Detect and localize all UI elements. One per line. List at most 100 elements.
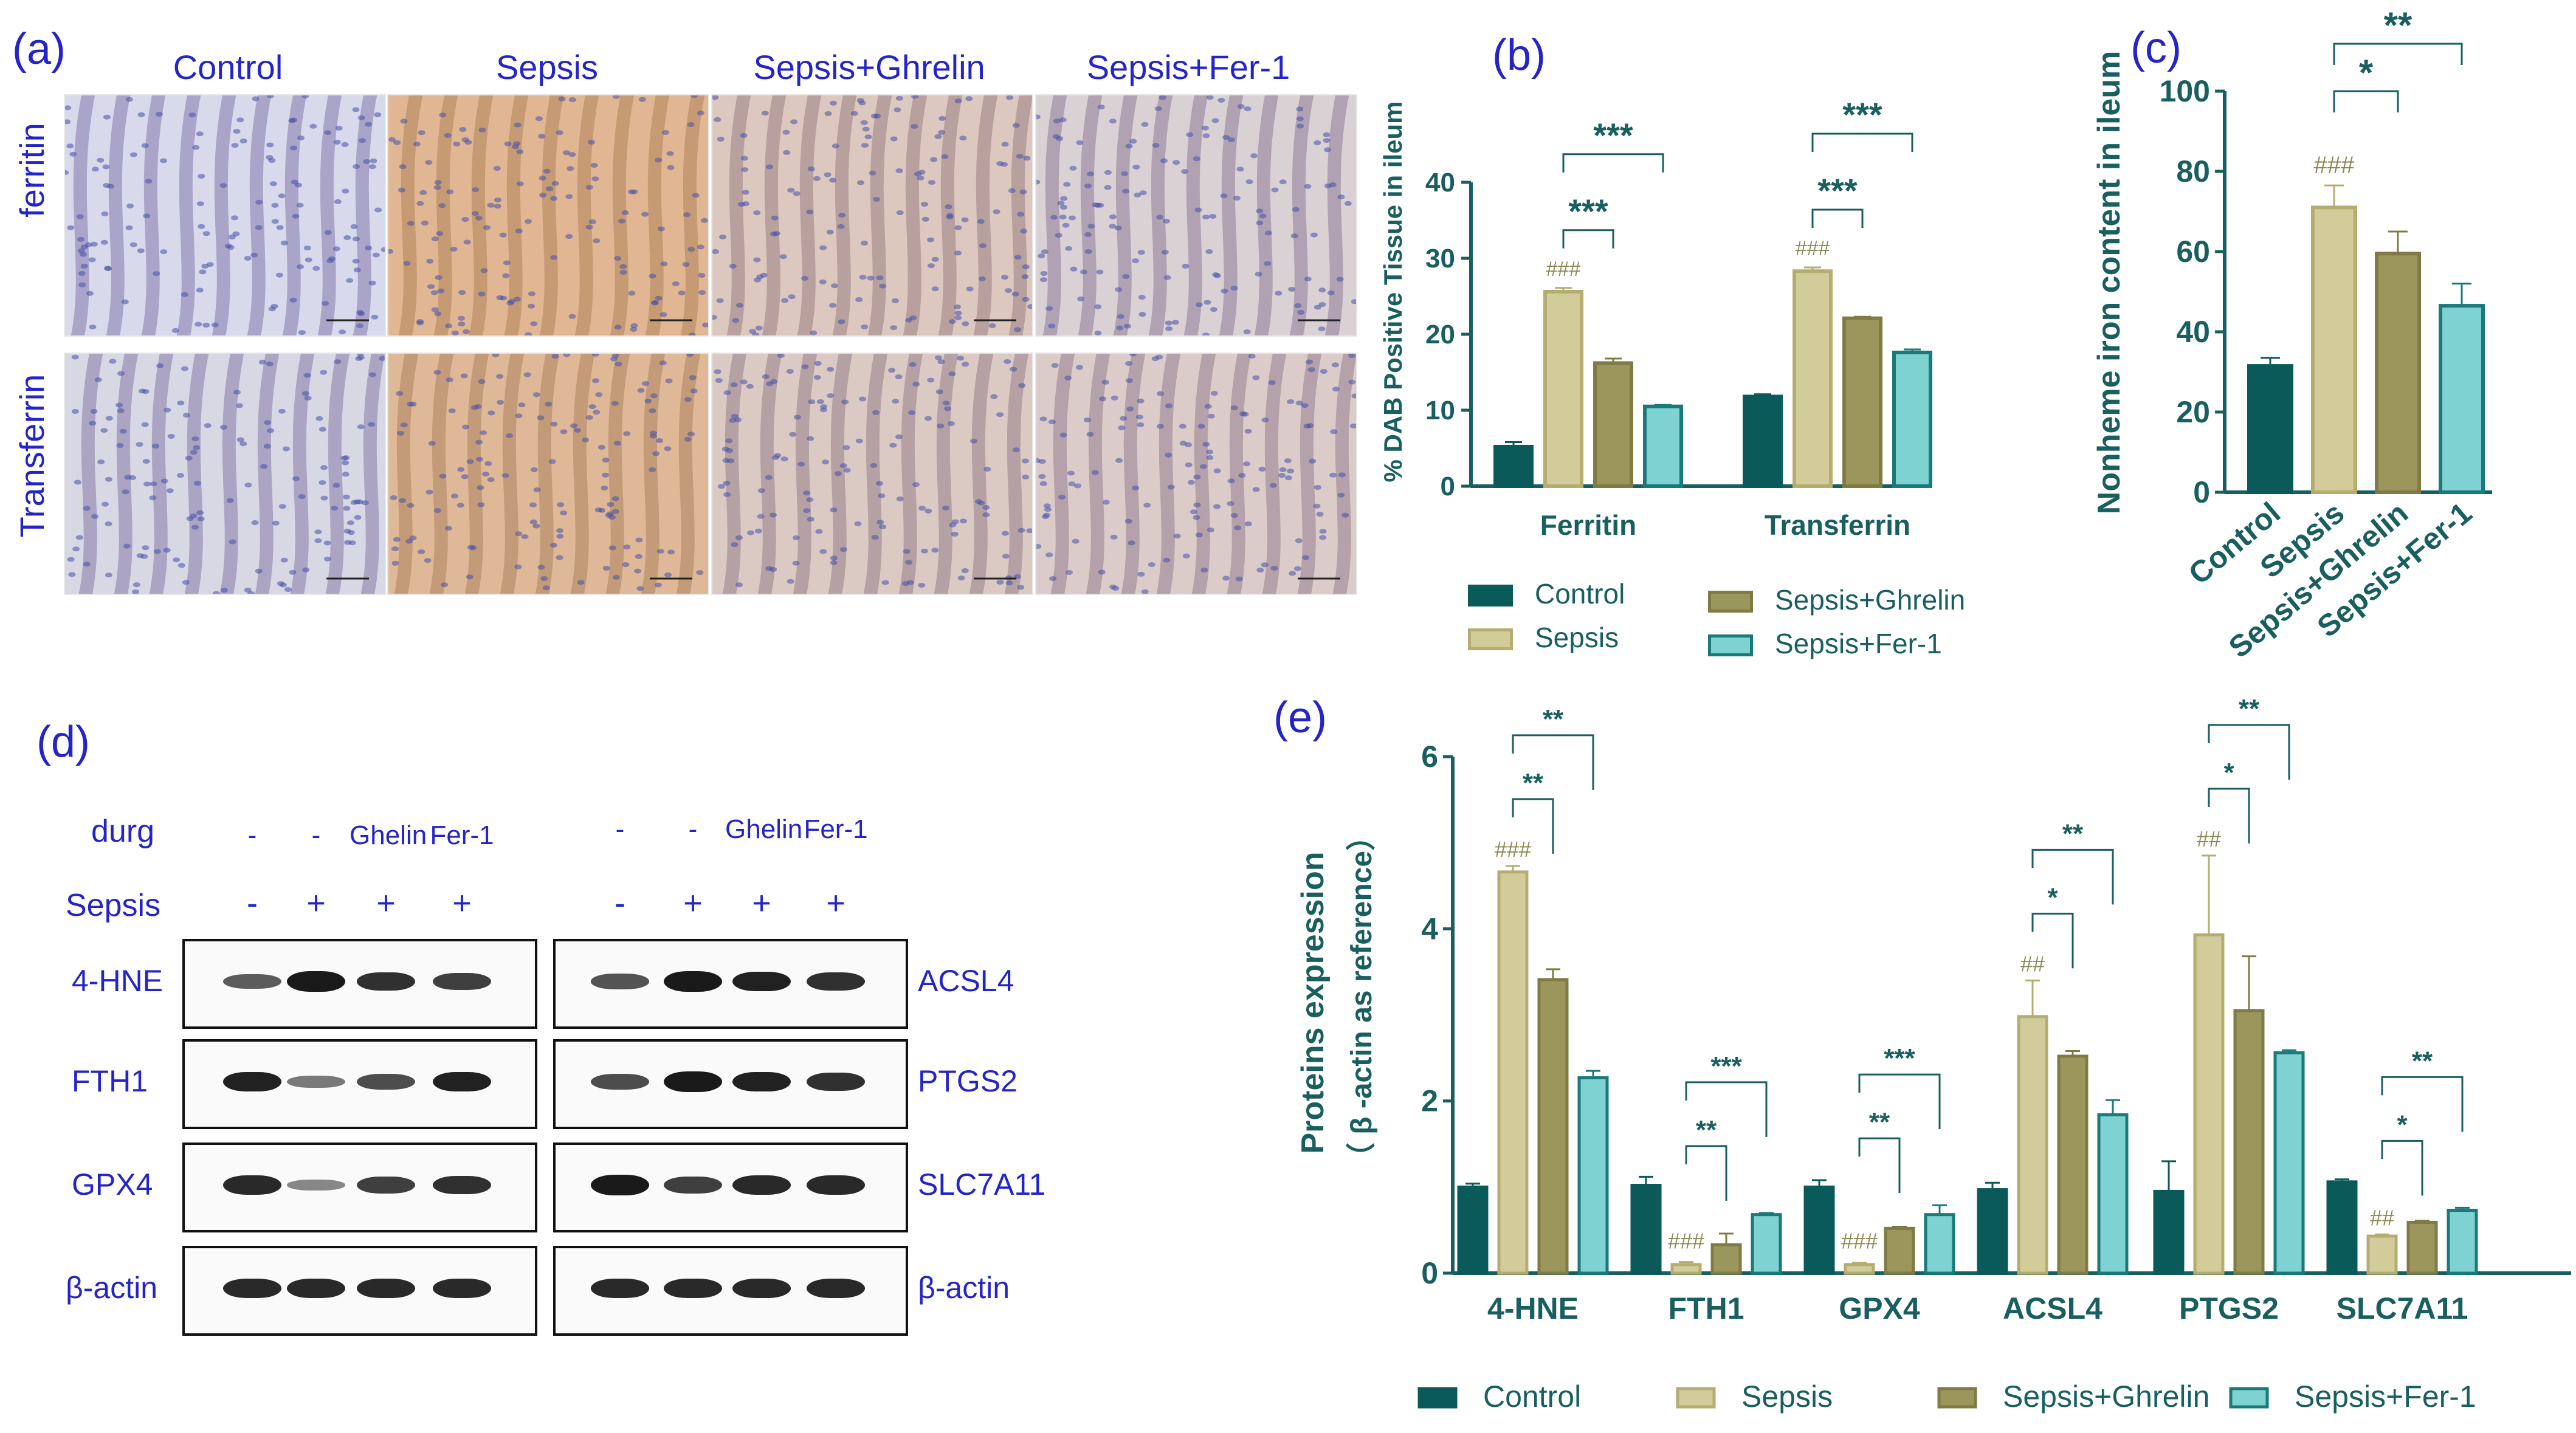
- bar: [1710, 1243, 1742, 1275]
- ihc-nucleus: [416, 320, 424, 326]
- ihc-nucleus: [77, 236, 84, 242]
- ihc-nucleus: [895, 434, 903, 439]
- ihc-nucleus: [927, 237, 934, 242]
- ihc-nucleus: [715, 378, 723, 383]
- ihc-nucleus: [185, 455, 193, 461]
- ihc-nucleus: [946, 215, 954, 220]
- ihc-nucleus: [903, 549, 911, 554]
- ihc-nucleus: [1117, 314, 1124, 319]
- ihc-nucleus: [1036, 114, 1041, 120]
- ihc-nucleus: [1084, 184, 1092, 188]
- ihc-nucleus: [314, 529, 322, 535]
- ihc-nucleus: [911, 124, 918, 129]
- y-tick-label: 4: [1421, 912, 1438, 946]
- ihc-crypt: [938, 95, 963, 335]
- ihc-nucleus: [1264, 261, 1272, 266]
- ihc-nucleus: [634, 568, 642, 574]
- ihc-nucleus: [1039, 277, 1047, 283]
- ihc-nucleus: [236, 437, 244, 442]
- ihc-nucleus: [198, 224, 205, 229]
- ihc-crypt: [1289, 95, 1314, 335]
- ihc-nucleus: [1018, 383, 1026, 388]
- ihc-nucleus: [312, 266, 320, 271]
- ihc-nucleus: [530, 321, 538, 326]
- ihc-nucleus: [732, 318, 740, 323]
- ihc-nucleus: [255, 199, 263, 205]
- ihc-nucleus: [1304, 277, 1312, 282]
- ihc-crypt: [1262, 354, 1287, 594]
- ihc-nucleus: [177, 563, 185, 568]
- ihc-nucleus: [269, 181, 277, 187]
- ihc-nucleus: [480, 430, 487, 436]
- ihc-nucleus: [292, 213, 300, 219]
- ihc-nucleus: [1122, 188, 1130, 194]
- ihc-nucleus: [494, 198, 501, 202]
- ihc-nucleus: [1053, 119, 1061, 124]
- ihc-nucleus: [602, 472, 610, 478]
- legend-label: Sepsis+Ghrelin: [1775, 584, 1966, 616]
- ihc-nucleus: [788, 294, 796, 300]
- protein-band: [287, 1076, 345, 1088]
- ihc-nucleus: [472, 187, 480, 193]
- ihc-nucleus: [368, 422, 376, 427]
- bar: [2375, 252, 2421, 494]
- ihc-nucleus: [356, 323, 364, 329]
- ihc-nucleus: [978, 276, 986, 281]
- ihc-nucleus: [103, 114, 111, 120]
- ihc-nucleus: [819, 549, 827, 554]
- ihc-nucleus: [231, 143, 239, 148]
- ihc-nucleus: [725, 438, 733, 444]
- ihc-nucleus: [857, 180, 864, 185]
- ihc-nucleus: [190, 450, 198, 455]
- ihc-nucleus: [1084, 249, 1092, 254]
- ihc-nucleus: [819, 279, 827, 284]
- ihc-nucleus: [962, 362, 969, 367]
- ihc-nucleus: [1212, 272, 1220, 277]
- legend-label: Sepsis: [1741, 1380, 1833, 1414]
- ihc-nucleus: [749, 329, 756, 334]
- ihc-nucleus: [1068, 481, 1076, 487]
- hash-annotation: ###: [1668, 1229, 1704, 1254]
- ihc-nucleus: [529, 519, 537, 524]
- ihc-nucleus: [570, 423, 577, 428]
- ihc-nucleus: [525, 219, 532, 224]
- y-tick-label: 30: [1425, 244, 1455, 273]
- ihc-nucleus: [931, 256, 939, 262]
- ihc-nucleus: [543, 168, 551, 174]
- ihc-nucleus: [407, 503, 415, 508]
- ihc-nucleus: [181, 292, 188, 297]
- hash-annotation: ###: [1796, 237, 1830, 260]
- ihc-nucleus: [86, 290, 94, 296]
- ihc-nucleus: [267, 95, 275, 98]
- ihc-nucleus: [487, 410, 495, 416]
- ihc-nucleus: [864, 134, 872, 140]
- ihc-nucleus: [683, 212, 691, 218]
- ihc-nucleus: [1304, 184, 1312, 189]
- hash-annotation: ###: [1841, 1229, 1878, 1254]
- ihc-nucleus: [343, 506, 351, 511]
- ihc-nucleus: [419, 190, 427, 195]
- ihc-nucleus: [431, 236, 439, 241]
- ihc-nucleus: [393, 537, 401, 542]
- ihc-nucleus: [753, 277, 761, 283]
- row-label-ferritin: ferritin: [13, 123, 51, 218]
- ihc-nucleus: [1296, 106, 1304, 112]
- ihc-nucleus: [334, 359, 342, 365]
- ihc-nucleus: [630, 327, 638, 332]
- ihc-nucleus: [1066, 570, 1073, 575]
- ihc-nucleus: [339, 329, 346, 335]
- ihc-nucleus: [1039, 416, 1047, 422]
- ihc-nucleus: [957, 576, 965, 581]
- ihc-nucleus: [623, 431, 631, 436]
- ihc-nucleus: [141, 422, 149, 427]
- ihc-crypt: [1156, 354, 1181, 594]
- ihc-nucleus: [501, 473, 509, 478]
- significance-bracket: [2333, 90, 2399, 112]
- ihc-nucleus: [667, 549, 675, 555]
- ihc-nucleus: [463, 329, 470, 334]
- ihc-nucleus: [290, 145, 298, 151]
- bar: [2153, 1189, 2185, 1275]
- ihc-nucleus: [368, 280, 376, 286]
- ihc-nucleus: [323, 556, 331, 562]
- ihc-nucleus: [357, 424, 365, 430]
